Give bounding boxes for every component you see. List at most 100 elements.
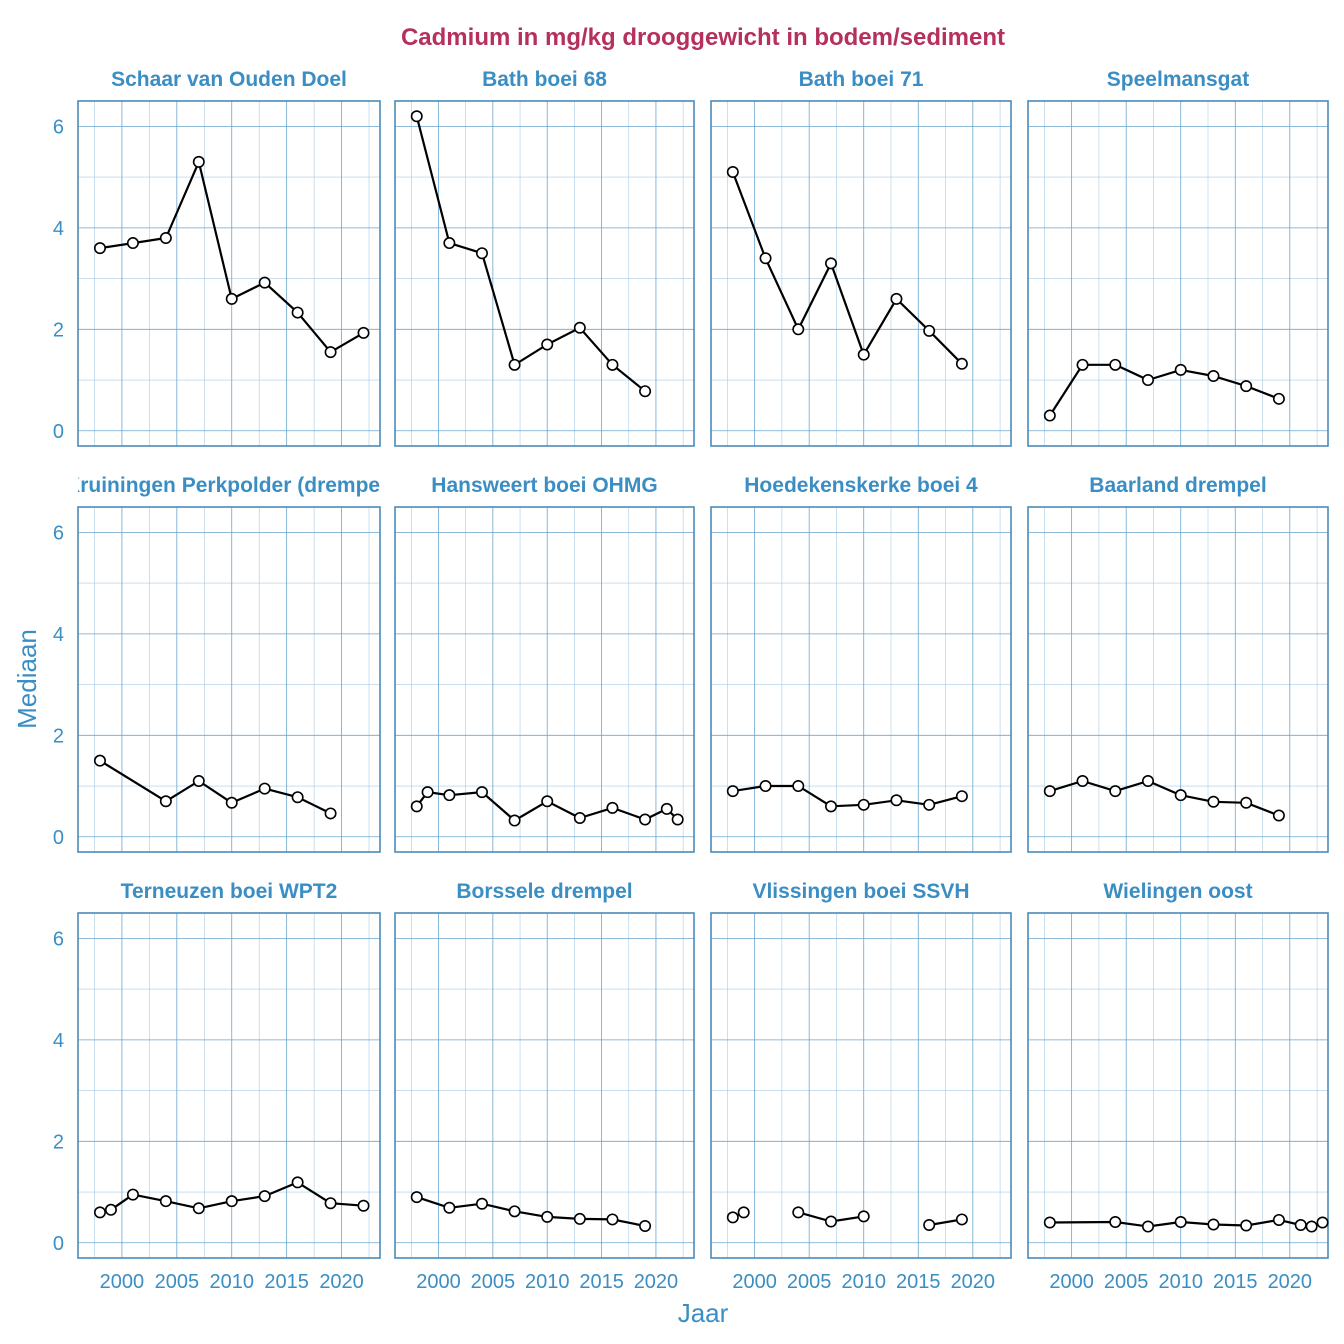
y-tick-label: 4 <box>53 1030 64 1052</box>
panel-frame <box>77 506 381 853</box>
panel-1: Bath boei 68 <box>394 68 695 447</box>
panel-3: Speelmansgat <box>1027 68 1329 447</box>
x-tick-label: 2015 <box>1213 1271 1258 1293</box>
panel-frame <box>710 100 1012 447</box>
x-tick-label: 2010 <box>209 1271 254 1293</box>
data-point <box>126 1188 139 1201</box>
panel-title: Hoedekenskerke boei 4 <box>744 474 978 497</box>
y-tick-label: 2 <box>53 319 64 341</box>
data-point <box>857 1210 870 1223</box>
data-point <box>225 796 238 809</box>
data-point <box>126 237 139 250</box>
y-tick-label: 6 <box>53 522 64 544</box>
data-point <box>955 790 968 803</box>
data-point <box>357 326 370 339</box>
y-tick-label: 4 <box>53 218 64 240</box>
y-tick-label: 2 <box>53 1131 64 1153</box>
data-point <box>258 1190 271 1203</box>
data-point <box>410 110 423 123</box>
data-point <box>1207 795 1220 808</box>
data-point <box>857 348 870 361</box>
panel-8: Terneuzen boei WPT2 0 2 4 6 2000 2005 2010 2015 2… <box>53 880 381 1293</box>
data-point <box>639 813 652 826</box>
data-point <box>159 231 172 244</box>
panel-title: Wielingen oost <box>1103 880 1252 903</box>
panel-frame <box>1027 100 1329 447</box>
data-point <box>824 1215 837 1228</box>
data-point <box>410 800 423 813</box>
data-point <box>824 800 837 813</box>
data-point <box>1109 1215 1122 1228</box>
data-point <box>737 1206 750 1219</box>
x-tick-label: 2015 <box>579 1271 624 1293</box>
data-point <box>726 166 739 179</box>
panel-6: Hoedekenskerke boei 4 <box>710 474 1012 853</box>
x-tick-label: 2005 <box>1104 1271 1149 1293</box>
x-tick-label: 2020 <box>951 1271 996 1293</box>
data-point <box>291 306 304 319</box>
x-axis-label: Jaar <box>678 1298 729 1328</box>
panel-title: Kruiningen Perkpolder (drempel) <box>65 474 393 497</box>
data-point <box>573 321 586 334</box>
data-point <box>1043 1216 1056 1229</box>
data-point <box>1142 774 1155 787</box>
y-axis-label: Mediaan <box>12 629 42 729</box>
x-tick-label: 2010 <box>1158 1271 1203 1293</box>
data-point <box>606 358 619 371</box>
data-point <box>606 801 619 814</box>
data-point <box>1174 789 1187 802</box>
data-point <box>660 802 673 815</box>
data-point <box>1207 369 1220 382</box>
data-point <box>573 1212 586 1225</box>
data-point <box>955 357 968 370</box>
y-tick-label: 6 <box>53 116 64 138</box>
data-point <box>792 780 805 793</box>
panel-title: Bath boei 68 <box>482 68 607 91</box>
panel-7: Baarland drempel <box>1027 474 1329 853</box>
data-point <box>671 813 684 826</box>
data-point <box>759 252 772 265</box>
panel-title: Hansweert boei OHMG <box>431 474 657 497</box>
data-point <box>1174 1215 1187 1228</box>
data-point <box>508 814 521 827</box>
panel-frame <box>1027 912 1329 1259</box>
panel-frame <box>394 100 695 447</box>
series-line <box>415 115 646 393</box>
panel-frame <box>77 100 381 447</box>
panel-11: Wielingen oost 2000 2005 2010 2015 2020 <box>1027 880 1329 1293</box>
data-point <box>639 385 652 398</box>
data-point <box>475 1197 488 1210</box>
x-tick-label: 2020 <box>1268 1271 1313 1293</box>
data-point <box>792 1206 805 1219</box>
panel-title: Vlissingen boei SSVH <box>752 880 969 903</box>
panel-frame <box>394 912 695 1259</box>
data-point <box>1316 1216 1329 1229</box>
x-tick-label: 2015 <box>896 1271 941 1293</box>
panel-title: Schaar van Ouden Doel <box>111 68 347 91</box>
x-tick-label: 2005 <box>787 1271 832 1293</box>
data-point <box>955 1213 968 1226</box>
x-tick-label: 2000 <box>416 1271 461 1293</box>
x-tick-label: 2015 <box>264 1271 309 1293</box>
data-point <box>824 257 837 270</box>
data-point <box>443 237 456 250</box>
data-point <box>923 798 936 811</box>
data-point <box>291 791 304 804</box>
panel-title: Terneuzen boei WPT2 <box>121 880 338 903</box>
data-point <box>726 1211 739 1224</box>
y-tick-label: 2 <box>53 725 64 747</box>
panel-title: Bath boei 71 <box>799 68 924 91</box>
panel-10: Vlissingen boei SSVH 2000 2005 2010 2015 2020 <box>710 880 1012 1293</box>
data-point <box>192 1202 205 1215</box>
data-point <box>541 795 554 808</box>
x-tick-label: 2010 <box>525 1271 570 1293</box>
data-point <box>1043 409 1056 422</box>
data-point <box>443 789 456 802</box>
data-point <box>1272 1213 1285 1226</box>
data-point <box>159 1195 172 1208</box>
data-point <box>726 785 739 798</box>
data-point <box>759 780 772 793</box>
data-point <box>792 323 805 336</box>
x-tick-label: 2005 <box>155 1271 200 1293</box>
data-point <box>508 358 521 371</box>
